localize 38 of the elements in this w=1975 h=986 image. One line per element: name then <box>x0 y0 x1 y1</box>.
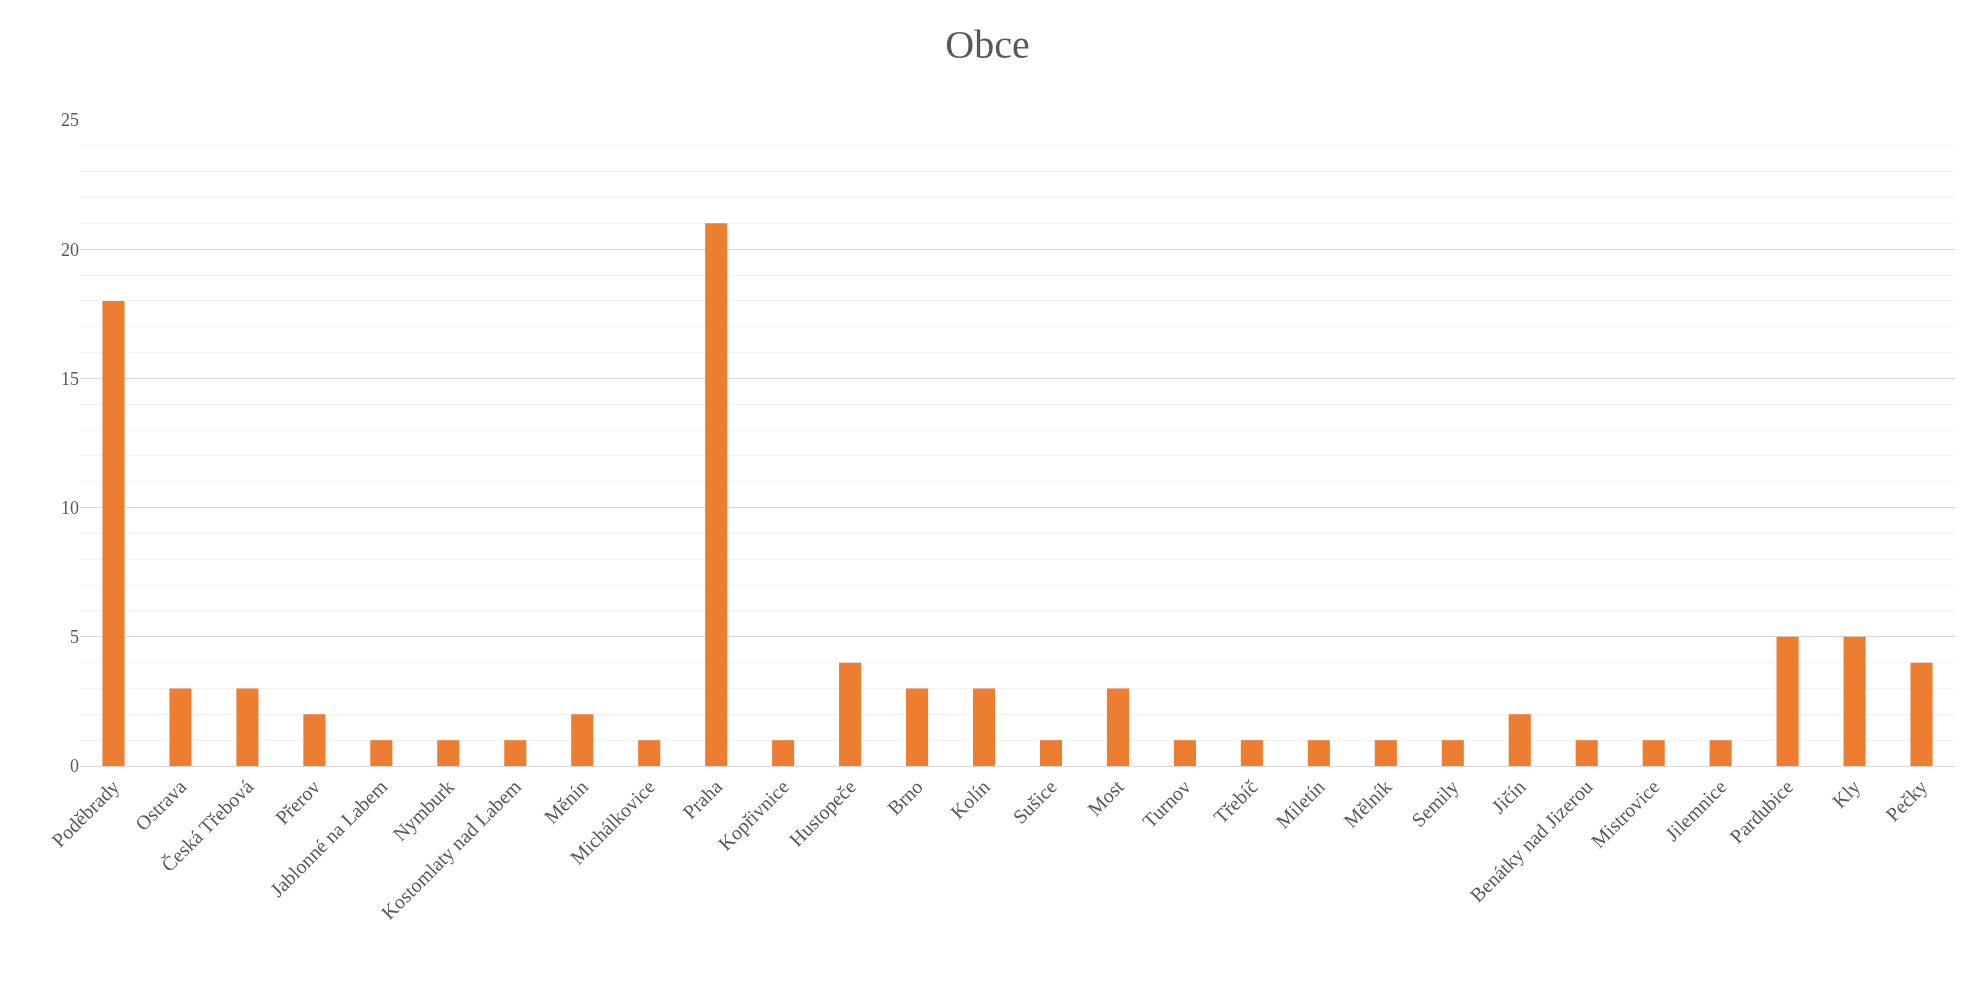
bar <box>1910 662 1933 766</box>
bar <box>839 662 862 766</box>
bar <box>1508 714 1531 766</box>
bar <box>906 688 929 766</box>
bar <box>169 688 192 766</box>
bar <box>705 223 728 766</box>
bar <box>102 300 125 766</box>
y-tick-label: 25 <box>61 110 79 131</box>
bar <box>571 714 594 766</box>
bar <box>1039 740 1063 766</box>
bar <box>1642 740 1665 766</box>
bar <box>772 740 795 766</box>
bar <box>437 740 460 766</box>
bar <box>504 740 527 766</box>
chart-title: Obce <box>945 21 1030 67</box>
bar <box>1374 740 1397 766</box>
y-tick-label: 15 <box>61 368 79 389</box>
bar <box>1843 636 1866 766</box>
bar <box>303 714 326 766</box>
y-tick-label: 10 <box>61 497 79 518</box>
bar <box>1709 740 1732 766</box>
x-tick-label: Jičín <box>1487 775 1530 818</box>
bar <box>1575 740 1598 766</box>
bar <box>1173 740 1196 766</box>
bar <box>638 740 661 766</box>
bar <box>370 740 393 766</box>
bar <box>1776 636 1799 766</box>
y-tick-label: 20 <box>61 239 79 260</box>
bar <box>1307 740 1330 766</box>
y-tick-label: 0 <box>70 756 79 777</box>
bar <box>1441 740 1464 766</box>
bar <box>236 688 259 766</box>
x-tick-label: Brno <box>883 775 927 820</box>
y-tick-label: 5 <box>70 627 79 648</box>
bar <box>972 688 996 766</box>
bar <box>1106 688 1129 766</box>
x-tick-label: Kly <box>1827 775 1866 813</box>
bar <box>1240 740 1263 766</box>
